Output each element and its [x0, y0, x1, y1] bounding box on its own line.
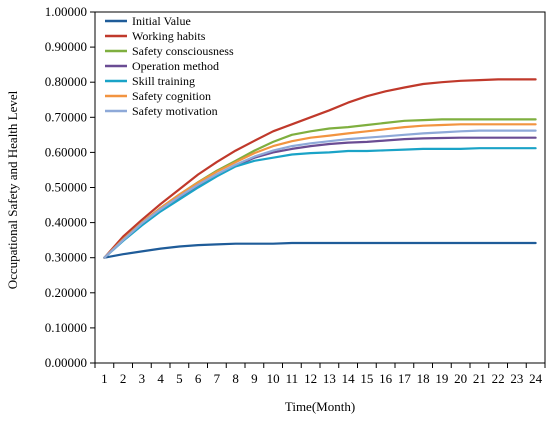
legend-label: Skill training — [132, 74, 195, 88]
series-line-working-habits — [103, 78, 537, 259]
x-tick-label: 11 — [286, 371, 299, 386]
y-tick-label: 0.10000 — [45, 320, 87, 335]
series-line-safety-consciousness — [103, 118, 537, 259]
x-tick-label: 22 — [492, 371, 505, 386]
x-tick-label: 13 — [323, 371, 336, 386]
x-tick-label: 8 — [232, 371, 239, 386]
x-axis-label: Time(Month) — [285, 399, 355, 414]
x-tick-label: 12 — [304, 371, 317, 386]
x-tick-label: 3 — [139, 371, 146, 386]
x-tick-label: 21 — [473, 371, 486, 386]
series-line-safety-motivation — [103, 129, 537, 259]
x-tick-label: 7 — [214, 371, 221, 386]
series-line-safety-cognition — [103, 123, 537, 259]
legend-label: Safety cognition — [132, 89, 211, 103]
x-tick-label: 23 — [510, 371, 523, 386]
x-tick-label: 10 — [267, 371, 280, 386]
x-tick-label: 6 — [195, 371, 202, 386]
y-tick-label: 0.50000 — [45, 180, 87, 195]
legend-label: Safety motivation — [132, 104, 218, 118]
x-tick-label: 17 — [398, 371, 412, 386]
x-tick-label: 1 — [101, 371, 108, 386]
legend-label: Safety consciousness — [132, 44, 234, 58]
y-tick-label: 0.00000 — [45, 355, 87, 370]
y-tick-label: 0.70000 — [45, 109, 87, 124]
x-tick-label: 24 — [529, 371, 543, 386]
x-tick-label: 2 — [120, 371, 127, 386]
x-tick-label: 20 — [454, 371, 467, 386]
x-tick-label: 16 — [379, 371, 393, 386]
x-tick-label: 15 — [360, 371, 373, 386]
x-tick-label: 18 — [417, 371, 430, 386]
series-line-initial-value — [103, 241, 537, 259]
y-tick-label: 0.30000 — [45, 250, 87, 265]
y-tick-label: 0.90000 — [45, 39, 87, 54]
legend-label: Working habits — [132, 29, 206, 43]
series-line-skill-training — [103, 147, 537, 259]
x-tick-label: 19 — [435, 371, 448, 386]
y-tick-label: 0.80000 — [45, 74, 87, 89]
x-tick-label: 4 — [157, 371, 164, 386]
y-tick-label: 0.20000 — [45, 285, 87, 300]
y-axis-label: Occupational Safety and Health Level — [5, 90, 20, 289]
legend-label: Initial Value — [132, 14, 191, 28]
y-tick-label: 0.40000 — [45, 215, 87, 230]
y-tick-label: 0.60000 — [45, 144, 87, 159]
x-tick-label: 5 — [176, 371, 183, 386]
legend-label: Operation method — [132, 59, 219, 73]
y-tick-label: 1.00000 — [45, 4, 87, 19]
x-tick-label: 14 — [342, 371, 356, 386]
x-tick-label: 9 — [251, 371, 258, 386]
